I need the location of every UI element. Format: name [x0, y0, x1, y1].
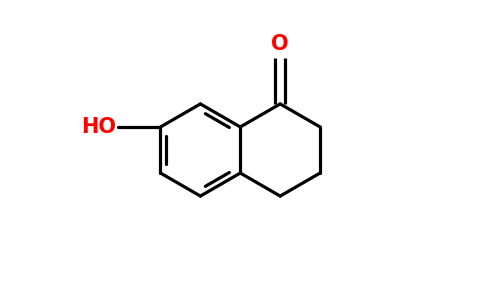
Text: O: O — [272, 34, 289, 54]
Text: HO: HO — [81, 117, 116, 137]
